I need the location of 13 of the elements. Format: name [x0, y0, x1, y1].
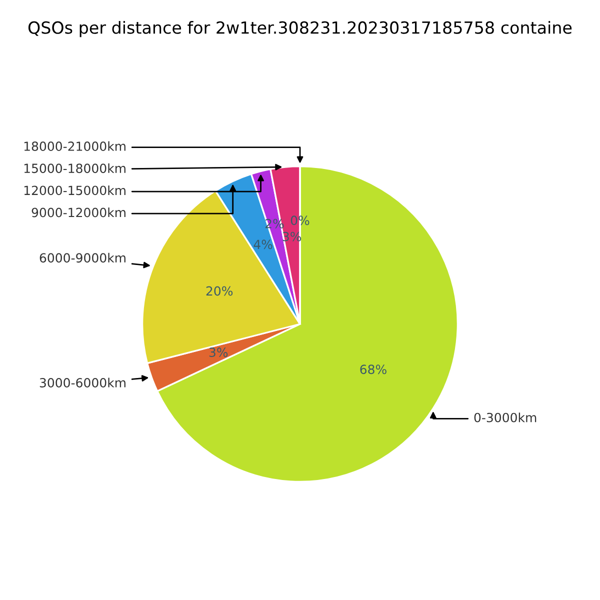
slice-label: 9000-12000km: [32, 208, 126, 218]
slice-label: 3000-6000km: [40, 378, 126, 388]
chart-title: QSOs per distance for 2w1ter.308231.20230317185758 containe: [28, 21, 572, 38]
slice-label: 6000-9000km: [40, 252, 126, 263]
slice-label: 15000-18000km: [24, 163, 126, 174]
text: 0%: [290, 216, 310, 226]
data-label: 68%: [360, 364, 386, 374]
category-label: 18000-21000km: [24, 141, 126, 151]
data-label: 4%: [254, 240, 272, 250]
data-label: 3%: [209, 348, 228, 358]
slice-label: 12000-15000km: [24, 185, 126, 196]
slice-label: 0-3000km: [474, 412, 536, 422]
data-label: 20%: [206, 286, 233, 296]
